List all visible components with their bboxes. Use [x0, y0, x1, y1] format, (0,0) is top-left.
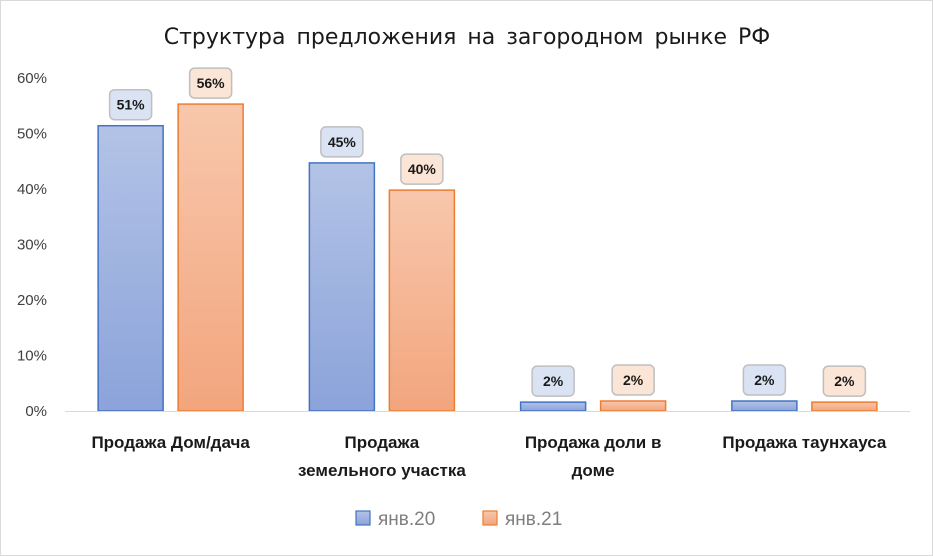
- y-tick-label: 0%: [25, 403, 47, 420]
- data-label-box: [108, 88, 153, 121]
- chart-title: Структура предложения на загородном рынк…: [164, 25, 770, 50]
- data-label: 51%: [117, 97, 146, 113]
- legend-swatch: [482, 510, 498, 526]
- y-tick-label: 60%: [17, 70, 47, 87]
- bars: 51% 56% 45% 40% 2% 2% 2% 2%: [97, 67, 878, 412]
- x-tick-label: Продажа таунхауса: [722, 433, 887, 452]
- x-tick-label: Продажа Дом/дача: [91, 433, 250, 452]
- data-label: 45%: [328, 134, 357, 150]
- data-label-box: [742, 364, 787, 396]
- y-tick-label: 40%: [17, 181, 47, 198]
- bar: [599, 400, 667, 412]
- data-label: 2%: [543, 373, 564, 389]
- x-tick-label: Продажа земельного участка: [298, 433, 466, 480]
- bar: [519, 401, 587, 412]
- data-label-box: [400, 153, 444, 185]
- data-label-box: [188, 67, 233, 99]
- data-label: 2%: [623, 372, 644, 388]
- data-label-box: [531, 365, 575, 397]
- y-axis: 0% 10% 20% 30% 40% 50% 60%: [17, 70, 47, 420]
- data-label: 2%: [834, 373, 855, 389]
- y-tick-label: 50%: [17, 126, 47, 143]
- x-axis: Продажа Дом/дача Продажа земельного участк…: [65, 411, 910, 480]
- legend: янв.20 янв.21: [355, 509, 562, 530]
- data-label-box: [822, 365, 867, 397]
- data-label: 56%: [197, 75, 226, 91]
- data-label: 40%: [408, 161, 437, 177]
- legend-swatch: [355, 510, 371, 526]
- bar: [388, 189, 456, 412]
- y-tick-label: 10%: [17, 348, 47, 365]
- legend-label: янв.20: [378, 509, 435, 530]
- y-tick-label: 30%: [17, 237, 47, 254]
- data-label-box: [320, 126, 364, 158]
- data-label: 2%: [754, 372, 775, 388]
- data-label-box: [611, 364, 655, 396]
- bar: [97, 124, 164, 412]
- bar: [177, 103, 244, 412]
- x-tick-label: Продажа доли в доме: [525, 433, 662, 480]
- bar: [731, 400, 798, 412]
- legend-label: янв.21: [505, 509, 562, 530]
- bar: [308, 162, 376, 412]
- y-tick-label: 20%: [17, 292, 47, 309]
- bar: [811, 401, 878, 412]
